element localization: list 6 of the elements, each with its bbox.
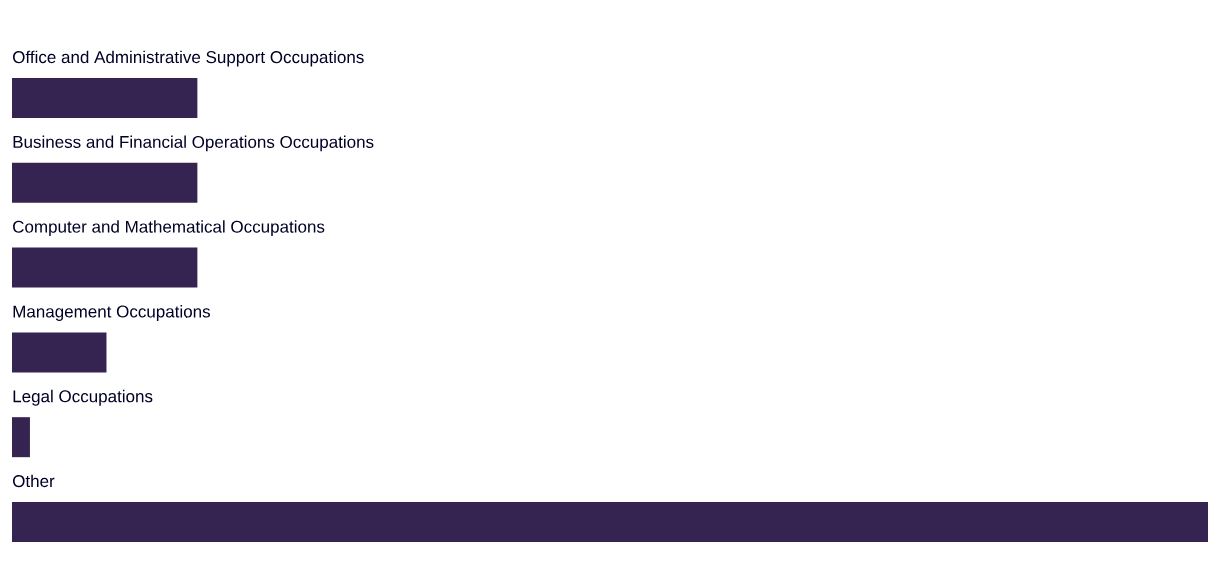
y-tick-label: Management Occupations xyxy=(13,305,210,321)
y-tick-label: Legal Occupations xyxy=(13,389,153,406)
y-tick-label: Other xyxy=(13,474,55,488)
y-tick-label: Business and Financial Operations Occupations xyxy=(13,135,374,152)
y-tick-label: Office and Administrative Support Occupations xyxy=(13,50,364,67)
y-tick-label: Computer and Mathematical Occupations xyxy=(13,220,325,237)
